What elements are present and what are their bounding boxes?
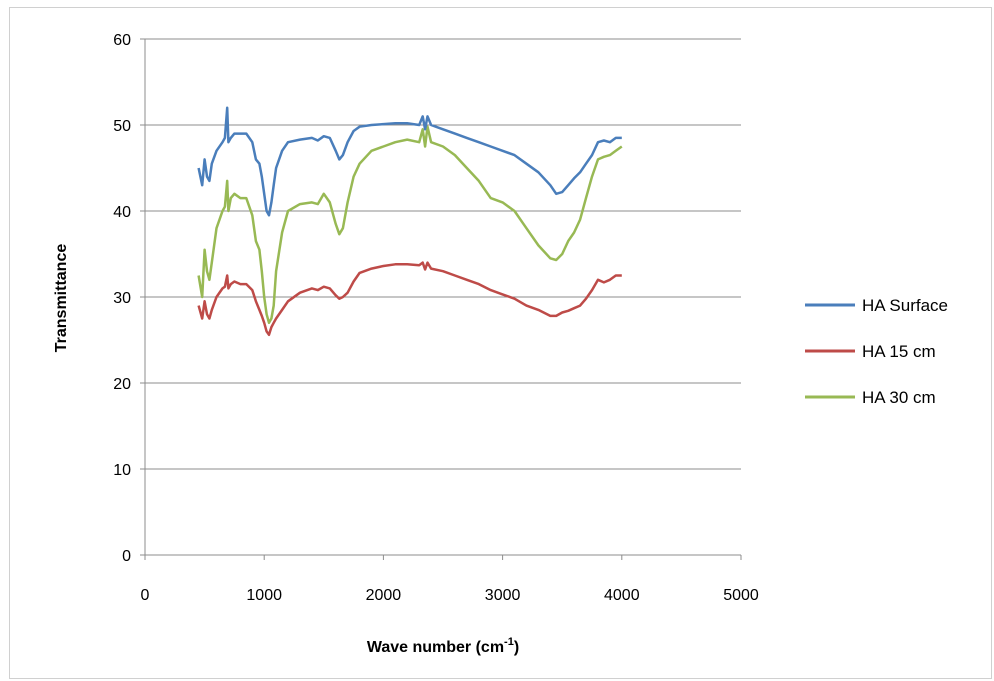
chart-frame [9, 7, 992, 679]
x-axis-title-superscript: -1 [504, 636, 514, 648]
y-tick-label: 30 [113, 290, 131, 307]
y-tick-labels: 0 10 20 30 40 50 60 [113, 32, 131, 565]
series-lines [197, 106, 623, 337]
series-line-ha-30-cm [197, 125, 623, 325]
legend-label: HA Surface [862, 296, 948, 315]
x-tick-label: 4000 [604, 587, 640, 604]
x-axis-title: Wave number (cm-1) [367, 636, 519, 656]
x-tick-label: 3000 [485, 587, 521, 604]
axes [144, 39, 742, 560]
y-tick-label: 20 [113, 376, 131, 393]
gridlines [140, 38, 741, 556]
series-line-ha-surface [197, 106, 622, 217]
series-line-ha-15-cm [197, 261, 622, 337]
y-axis-title: Transmittance [53, 244, 70, 353]
x-tick-label: 2000 [366, 587, 402, 604]
x-tick-labels: 0 1000 2000 3000 4000 5000 [141, 587, 759, 604]
x-tick-label: 5000 [723, 587, 759, 604]
y-tick-label: 0 [122, 548, 131, 565]
x-tick-label: 0 [141, 587, 150, 604]
legend-label: HA 15 cm [862, 342, 936, 361]
y-tick-label: 50 [113, 118, 131, 135]
y-tick-label: 40 [113, 204, 131, 221]
y-tick-label: 60 [113, 32, 131, 49]
x-tick-label: 1000 [246, 587, 282, 604]
y-tick-label: 10 [113, 462, 131, 479]
legend: HA Surface HA 15 cm HA 30 cm [805, 296, 948, 407]
legend-label: HA 30 cm [862, 388, 936, 407]
